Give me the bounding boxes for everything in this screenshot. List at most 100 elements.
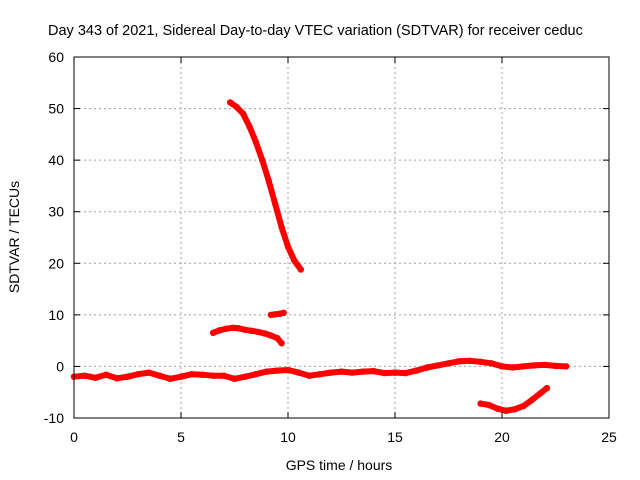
data-point [188,371,195,378]
x-tick-label: 5 [177,429,185,445]
chart-title: Day 343 of 2021, Sidereal Day-to-day VTE… [48,23,583,39]
data-point [477,358,484,365]
data-point [563,363,570,370]
data-point [466,357,474,364]
data-point [209,372,217,379]
data-point [252,138,260,146]
data-point [199,371,206,378]
data-point [297,266,304,273]
data-point [267,332,275,339]
data-point [520,363,527,370]
x-tick-label: 10 [280,429,296,445]
data-point [156,372,163,379]
data-point [494,405,501,412]
data-point [259,156,266,164]
data-point [552,362,559,370]
y-tick-label: 60 [48,49,64,65]
data-point [135,371,142,378]
y-axis-label: SDTVAR / TECUs [6,181,22,293]
data-point [306,372,313,379]
data-point [81,372,88,379]
data-point [498,363,506,370]
data-point [370,367,377,375]
data-point [511,406,518,413]
data-point [229,324,236,331]
x-tick-label: 15 [387,429,403,445]
data-point [327,369,334,376]
data-point [177,373,185,380]
data-point [246,123,253,130]
series-steep-decline [227,99,304,273]
data-point [423,364,431,371]
data-point [338,368,345,375]
y-tick-label: 30 [48,204,64,220]
y-tick-label: 50 [48,101,64,117]
data-point [503,407,510,414]
data-point [92,374,99,381]
data-point [274,334,281,342]
data-point [124,373,131,380]
data-point [231,375,238,382]
data-point [261,330,268,337]
tick-labels: 0 5 10 15 20 25 -10 0 10 20 30 40 50 60 [44,49,617,445]
series-late-dip [477,384,551,414]
data-point [528,396,536,404]
data-point [284,366,292,374]
data-point [291,257,298,264]
data-point [167,375,174,382]
data-point [543,384,551,392]
data-point [284,243,292,250]
data-point [272,200,279,208]
data-point [295,369,302,376]
data-point [456,358,463,365]
data-point [252,371,260,378]
data-point [509,364,516,371]
data-point [239,110,247,117]
series-main-track [70,357,570,382]
data-point [278,224,285,231]
data-point [235,325,242,332]
data-point [359,368,367,375]
data-point [248,327,255,334]
data-point [265,177,272,184]
data-point [242,326,249,333]
data-point [488,360,495,367]
data-point [220,372,227,379]
data-point [145,369,153,376]
data-point [349,369,356,376]
series-short-segment [267,309,287,319]
x-tick-label: 0 [70,429,78,445]
y-tick-label: 20 [48,255,64,271]
data-point [445,360,452,367]
y-tick-label: 0 [56,358,64,374]
y-tick-label: 40 [48,152,64,168]
y-tick-label: -10 [44,410,64,426]
y-tick-label: 10 [48,307,64,323]
data-point [477,400,484,407]
x-axis-label: GPS time / hours [286,457,393,473]
plot-frame [73,56,610,419]
data-point [434,362,441,369]
data-point [413,367,420,374]
x-tick-label: 20 [494,429,510,445]
data-point [278,340,285,347]
series-layer [70,99,570,414]
data-point [254,328,262,336]
data-point [209,329,217,337]
data-point [541,361,548,369]
data-point [263,368,270,375]
data-point [402,369,409,377]
data-point [227,99,234,106]
data-point [537,390,544,397]
data-point [391,369,399,376]
data-point [520,402,527,410]
data-point [316,371,324,378]
x-tick-label: 25 [601,429,617,445]
data-point [530,362,538,369]
series-arc-7 [209,324,285,347]
data-point [113,375,121,382]
data-point [274,367,281,374]
data-point [222,325,230,332]
